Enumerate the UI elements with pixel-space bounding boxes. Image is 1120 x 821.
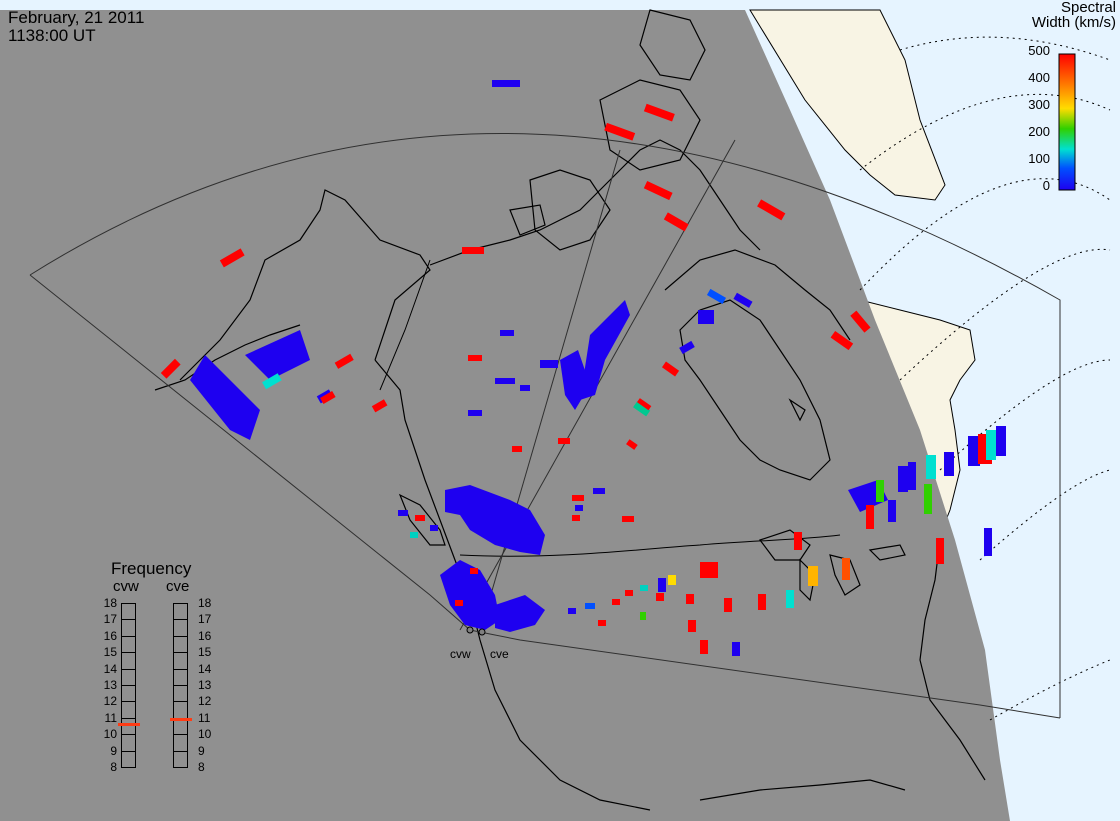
cvw-site-label: cvw bbox=[450, 647, 471, 661]
colorbar-tick: 400 bbox=[1028, 70, 1050, 85]
colorbar-tick: 500 bbox=[1028, 43, 1050, 58]
cvw-frequency-level: 11 bbox=[104, 710, 117, 725]
cve-station-label: cve bbox=[166, 578, 190, 595]
colorbar-tick: 300 bbox=[1028, 97, 1050, 112]
colorbar-tick: 200 bbox=[1028, 124, 1050, 139]
cvw-frequency-level: 9 bbox=[110, 743, 117, 758]
frequency-panel-title: Frequency bbox=[111, 559, 192, 578]
cve-frequency-level: 9 bbox=[198, 743, 205, 758]
cvw-frequency-level: 14 bbox=[103, 661, 117, 676]
coastlines bbox=[154, 9, 986, 811]
spectral-width-colorbar bbox=[1058, 53, 1076, 191]
cve-frequency-level: 10 bbox=[198, 727, 212, 742]
cve-frequency-level: 17 bbox=[198, 612, 212, 627]
cvw-frequency-cell bbox=[121, 750, 136, 768]
cvw-frequency-level: 15 bbox=[103, 645, 117, 660]
spectral-width-cells bbox=[160, 80, 1006, 656]
cvw-site-marker bbox=[466, 626, 474, 634]
cvw-frequency-level: 12 bbox=[103, 694, 117, 709]
cvw-frequency-level: 17 bbox=[103, 612, 117, 627]
cvw-frequency-marker bbox=[118, 723, 140, 727]
cve-frequency-cell bbox=[173, 652, 188, 670]
cvw-frequency-cell bbox=[121, 734, 136, 752]
cvw-frequency-cell bbox=[121, 717, 136, 736]
cve-frequency-level: 11 bbox=[198, 710, 211, 725]
cve-frequency-level: 18 bbox=[198, 596, 212, 610]
colorbar-title-line2: Width (km/s) bbox=[1031, 14, 1116, 31]
observation-time: 1138:00 UT bbox=[8, 26, 96, 45]
cve-frequency-cell bbox=[173, 619, 188, 637]
cvw-frequency-level: 16 bbox=[103, 628, 117, 643]
colorbar-title: Spectral Width (km/s) bbox=[996, 0, 1116, 30]
cvw-frequency-level: 18 bbox=[103, 596, 117, 610]
nightside-shading bbox=[0, 10, 1010, 821]
cve-frequency-cell bbox=[173, 668, 188, 686]
cve-frequency-cell bbox=[173, 685, 188, 703]
colorbar-tick: 0 bbox=[1042, 178, 1050, 193]
cve-site-label: cve bbox=[490, 647, 509, 661]
cve-site-marker bbox=[478, 628, 486, 636]
cve-frequency-level: 8 bbox=[198, 760, 205, 774]
cvw-station-label: cvw bbox=[113, 578, 139, 595]
greenland-landmass bbox=[749, 9, 946, 201]
cve-frequency-level: 15 bbox=[198, 645, 212, 660]
cvw-frequency-level: 13 bbox=[103, 678, 117, 692]
cve-frequency-level: 16 bbox=[198, 628, 212, 643]
cvw-frequency-cell bbox=[121, 652, 136, 670]
cve-frequency-level: 14 bbox=[198, 661, 212, 676]
colorbar-title-line1: Spectral bbox=[1060, 0, 1116, 16]
cvw-frequency-level: 10 bbox=[103, 727, 117, 742]
cvw-frequency-level: 8 bbox=[110, 760, 117, 774]
cvw-frequency-cell bbox=[121, 701, 136, 719]
cve-frequency-level: 13 bbox=[198, 678, 212, 692]
cvw-frequency-cell bbox=[121, 635, 136, 654]
cve-frequency-level: 12 bbox=[198, 694, 212, 709]
cvw-frequency-cell bbox=[121, 668, 136, 686]
cve-frequency-cell bbox=[173, 603, 188, 621]
cve-frequency-cell bbox=[173, 734, 188, 752]
cve-frequency-cell bbox=[173, 701, 188, 719]
cve-frequency-cell bbox=[173, 750, 188, 768]
cvw-frequency-cell bbox=[121, 685, 136, 703]
observation-date: February, 21 2011 bbox=[8, 8, 145, 27]
cvw-frequency-cell bbox=[121, 603, 136, 621]
colorbar-tick: 100 bbox=[1028, 151, 1050, 166]
cvw-frequency-cell bbox=[121, 619, 136, 637]
cve-frequency-cell bbox=[173, 635, 188, 654]
cve-frequency-marker bbox=[170, 718, 192, 722]
